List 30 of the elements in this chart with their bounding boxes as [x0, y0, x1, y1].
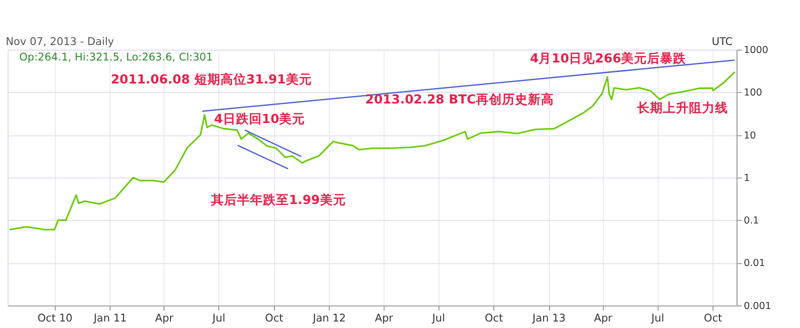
x-tick-label: Jan 13 [532, 312, 566, 324]
x-tick-label: Oct [484, 312, 504, 324]
y-tick-label: 0.01 [744, 258, 766, 270]
annotation: 长期上升阻力线 [636, 100, 728, 116]
chart-subtitle: Nov 07, 2013 - Daily [6, 36, 114, 48]
x-tick-label: Jul [650, 312, 664, 324]
y-tick-label: 10 [744, 130, 756, 142]
y-tick-label: 1000 [744, 45, 768, 56]
x-tick-label: Oct [704, 312, 722, 324]
annotation: 4月10日见266美元后暴跌 [530, 50, 688, 66]
x-tick-label: Jul [212, 312, 226, 324]
x-tick-label: Apr [155, 312, 174, 324]
annotation: Op:264.1, Hi:321.5, Lo:263.6, Cl:301 [19, 51, 213, 64]
x-tick-label: Jan 12 [312, 312, 346, 324]
y-tick-label: 100 [744, 88, 762, 99]
annotation: 2011.06.08 短期高位31.91美元 [110, 72, 312, 87]
line-series [8, 71, 736, 230]
x-tick-label: Jul [431, 312, 446, 324]
annotation: 2013.02.28 BTC再创历史新高 [365, 92, 554, 107]
x-tick-label: Apr [594, 312, 613, 324]
x-tick-label: Oct [265, 312, 284, 324]
x-tick-label: Oct 10 [37, 312, 73, 324]
annotation: 其后半年跌至1.99美元 [210, 192, 346, 208]
annotation: 4日跌回10美元 [214, 110, 306, 126]
x-tick-label: Apr [374, 312, 394, 324]
y-tick-label: 0.001 [744, 300, 772, 312]
text: UTC [712, 36, 733, 48]
x-tick-label: Jan 11 [92, 312, 127, 324]
y-tick-label: 0.1 [744, 216, 760, 227]
y-tick-label: 1 [744, 172, 750, 184]
